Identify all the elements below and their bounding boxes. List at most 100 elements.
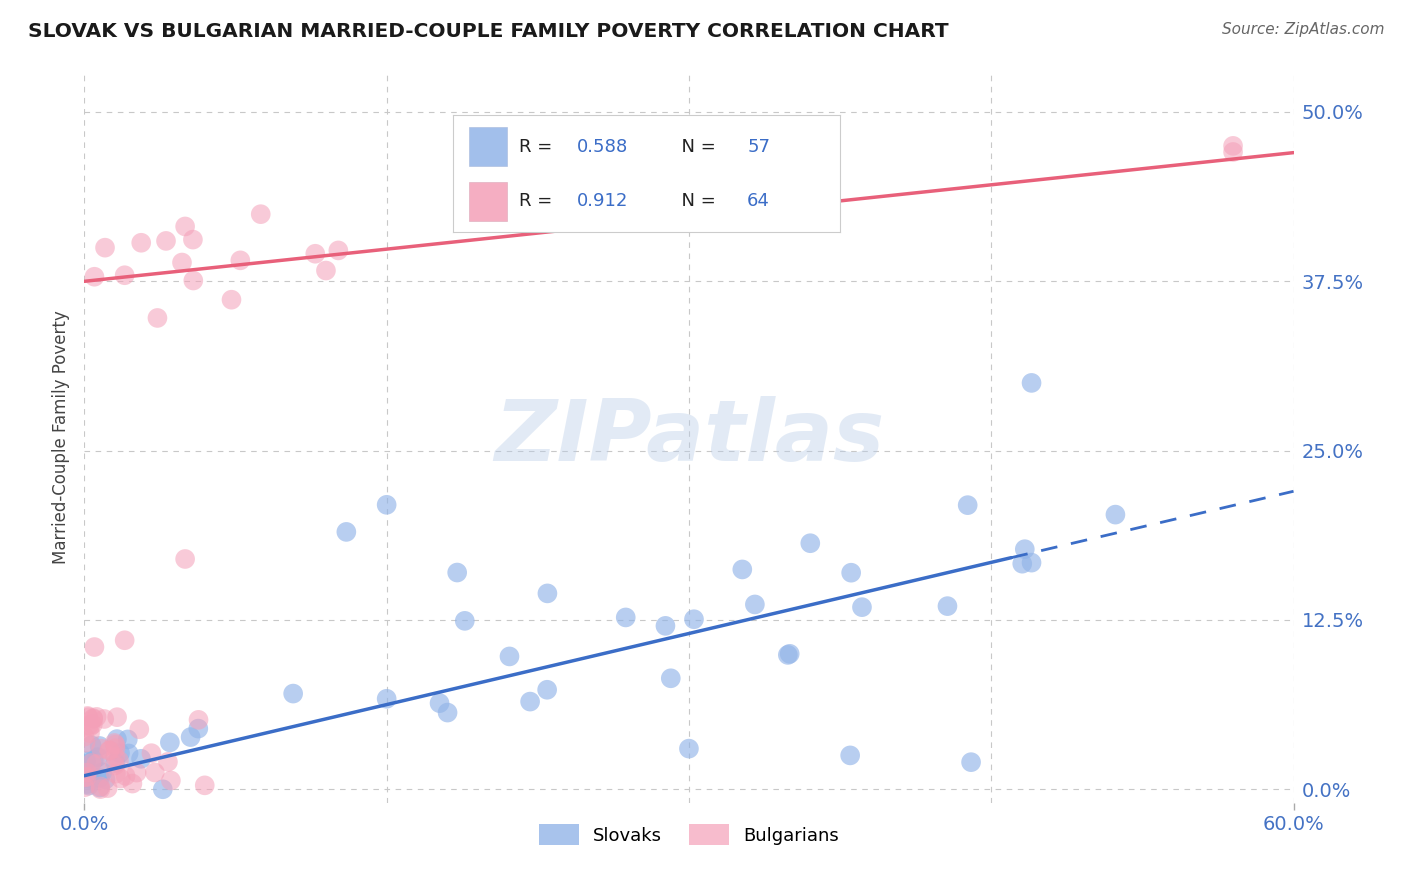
Point (141, 746, 163, 760)
Point (683, 612, 706, 626)
Point (89, 739, 111, 753)
Point (104, 766, 127, 780)
Point (779, 647, 801, 661)
Point (90, 741, 112, 756)
Point (105, 710, 128, 724)
Point (80, 756, 103, 770)
Point (129, 235, 152, 250)
Point (375, 691, 398, 706)
Point (76, 770, 98, 784)
Point (75, 756, 97, 771)
Point (446, 566, 468, 580)
Point (536, 682, 558, 697)
Point (104, 758, 127, 772)
Point (79, 720, 101, 734)
Point (129, 752, 152, 766)
Point (114, 268, 136, 283)
Point (104, 756, 127, 770)
Point (1222, 139, 1244, 153)
Point (117, 747, 139, 761)
Point (187, 713, 209, 727)
Point (143, 765, 166, 780)
Text: ZIPatlas: ZIPatlas (494, 395, 884, 479)
Point (429, 696, 451, 710)
Point (77, 779, 100, 793)
Text: SLOVAK VS BULGARIAN MARRIED-COUPLE FAMILY POVERTY CORRELATION CHART: SLOVAK VS BULGARIAN MARRIED-COUPLE FAMIL… (28, 22, 949, 41)
Point (80, 739, 103, 753)
Point (89, 780, 111, 794)
Point (73, 730, 96, 744)
Point (108, 754, 131, 768)
Point (180, 730, 202, 744)
Point (1011, 557, 1033, 571)
Point (89, 780, 111, 795)
Point (98, 743, 121, 757)
Point (152, 782, 174, 797)
Point (519, 695, 541, 709)
Point (731, 562, 754, 576)
Point (744, 598, 766, 612)
Point (174, 219, 197, 234)
Point (128, 723, 150, 737)
Point (82, 712, 104, 726)
Point (75, 754, 97, 768)
Point (94, 772, 117, 787)
Point (83, 640, 105, 654)
Point (76, 709, 98, 723)
Point (104, 738, 127, 752)
Point (82, 772, 104, 786)
Point (89, 782, 111, 797)
Point (1021, 376, 1043, 390)
Point (187, 722, 209, 736)
Point (181, 233, 204, 247)
Point (454, 614, 477, 628)
Point (174, 552, 197, 566)
Point (89, 771, 111, 785)
Point (1021, 556, 1043, 570)
Point (498, 649, 520, 664)
Point (97, 781, 120, 796)
Point (86, 750, 108, 764)
Point (79, 726, 101, 740)
Point (436, 706, 458, 720)
Point (1104, 508, 1126, 522)
Point (83, 269, 105, 284)
Point (82, 717, 104, 731)
Point (98, 744, 121, 758)
Point (614, 610, 637, 624)
Point (335, 524, 357, 539)
Point (799, 536, 821, 550)
Point (659, 671, 682, 685)
Point (114, 769, 136, 783)
Point (956, 498, 979, 512)
Point (105, 732, 128, 747)
Point (328, 244, 350, 258)
Point (283, 687, 305, 701)
Point (315, 263, 337, 277)
Point (82, 711, 104, 725)
Point (73, 770, 96, 784)
Point (86, 757, 108, 772)
Point (160, 773, 183, 788)
Point (654, 619, 676, 633)
Point (103, 736, 125, 750)
Point (93, 712, 115, 726)
Point (86, 710, 108, 724)
Point (181, 273, 204, 287)
Point (536, 586, 558, 600)
Point (839, 566, 862, 580)
Point (1014, 542, 1036, 557)
Point (110, 772, 132, 786)
Point (1222, 145, 1244, 159)
Point (114, 633, 136, 648)
Point (304, 246, 326, 260)
Point (851, 600, 873, 615)
Point (936, 599, 959, 614)
Point (104, 749, 127, 764)
Point (146, 310, 169, 325)
Point (75, 736, 97, 750)
Point (125, 765, 148, 780)
Point (155, 234, 177, 248)
Point (77, 718, 100, 732)
Point (108, 746, 131, 760)
